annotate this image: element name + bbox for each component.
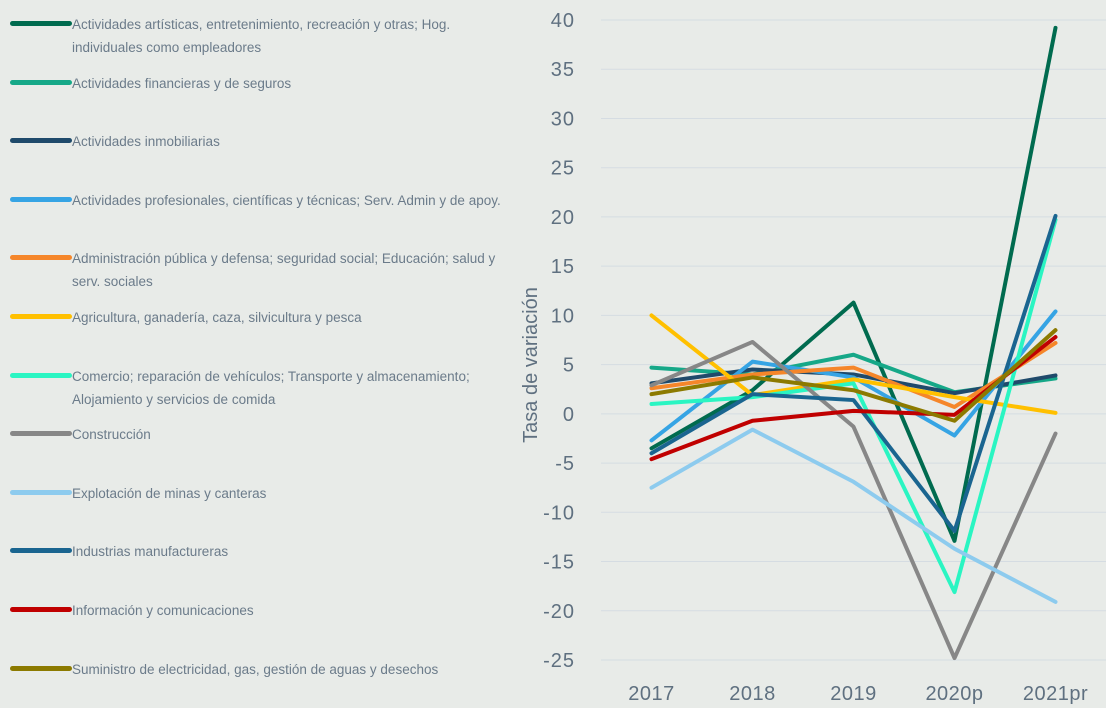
series-line [649, 217, 1058, 595]
legend-label: Administración pública y defensa; seguri… [72, 251, 496, 290]
series-line [649, 427, 1058, 604]
y-axis-title: Tasa de variación [520, 287, 542, 443]
legend-item: Comercio; reparación de vehículos; Trans… [10, 365, 510, 415]
series-line [649, 340, 1058, 409]
series-line [649, 328, 1058, 423]
y-tick-label: -25 [543, 650, 575, 672]
legend-item: Actividades financieras y de seguros [10, 72, 510, 122]
legend-swatch [10, 196, 72, 202]
legend-swatch [10, 372, 72, 378]
legend-label: Explotación de minas y canteras [72, 485, 267, 501]
legend-item: Industrias manufactureras [10, 540, 510, 590]
legend-label: Actividades inmobiliarias [72, 134, 220, 150]
y-tick-label: 30 [551, 108, 575, 130]
y-tick-label: -20 [543, 601, 575, 623]
x-tick-label: 2020p [925, 683, 983, 705]
legend-item: Actividades inmobiliarias [10, 130, 510, 180]
legend-swatch [10, 607, 72, 612]
legend-swatch [10, 255, 72, 261]
legend-item: Información y comunicaciones [10, 599, 510, 649]
legend-item: Administración pública y defensa; seguri… [10, 247, 510, 297]
legend-label: Industrias manufactureras [72, 544, 229, 560]
series-line [649, 339, 1058, 661]
legend-label: Actividades artísticas, entretenimiento,… [72, 17, 451, 55]
y-tick-label: 5 [563, 355, 575, 377]
legend-label: Suministro de electricidad, gas, gestión… [72, 661, 439, 677]
y-tick-label: 25 [551, 158, 575, 180]
y-tick-label: 15 [551, 256, 575, 278]
series-line [649, 213, 1058, 534]
y-tick-label: 0 [563, 404, 575, 426]
legend-item: Suministro de electricidad, gas, gestión… [10, 658, 510, 708]
y-tick-label: -5 [555, 453, 575, 475]
y-tick-label: -10 [543, 502, 575, 524]
x-tick-label: 2018 [729, 683, 776, 705]
legend-label: Actividades profesionales, científicas y… [72, 192, 501, 208]
y-tick-label: 20 [551, 207, 575, 229]
legend-swatch [10, 489, 72, 495]
y-tick-label: 10 [551, 305, 575, 327]
legend-swatch [10, 21, 72, 26]
legend: Actividades artísticas, entretenimiento,… [0, 0, 520, 705]
series-line [649, 313, 1058, 415]
legend-label: Actividades financieras y de seguros [72, 75, 292, 91]
legend-swatch [10, 548, 72, 554]
legend-swatch [10, 431, 72, 437]
legend-swatch [10, 314, 72, 319]
legend-item: Agricultura, ganadería, caza, silvicultu… [10, 306, 510, 356]
legend-swatch [10, 665, 72, 671]
y-tick-label: -15 [543, 552, 575, 574]
legend-item: Construcción [10, 423, 510, 473]
legend-swatch [10, 138, 72, 144]
legend-label: Construcción [72, 427, 151, 443]
x-tick-label: 2021pr [1023, 683, 1088, 705]
grid [601, 19, 1106, 661]
legend-item: Explotación de minas y canteras [10, 482, 510, 532]
legend-label: Información y comunicaciones [72, 603, 254, 618]
legend-label: Agricultura, ganadería, caza, silvicultu… [72, 310, 362, 325]
legend-swatch [10, 79, 72, 85]
legend-item: Actividades profesionales, científicas y… [10, 189, 510, 239]
y-tick-label: 35 [551, 59, 575, 81]
legend-item: Actividades artísticas, entretenimiento,… [10, 13, 510, 63]
y-tick-label: 40 [551, 10, 575, 32]
x-tick-label: 2019 [830, 683, 877, 705]
x-tick-label: 2017 [628, 683, 675, 705]
legend-label: Comercio; reparación de vehículos; Trans… [72, 368, 470, 407]
series-line [649, 25, 1058, 543]
